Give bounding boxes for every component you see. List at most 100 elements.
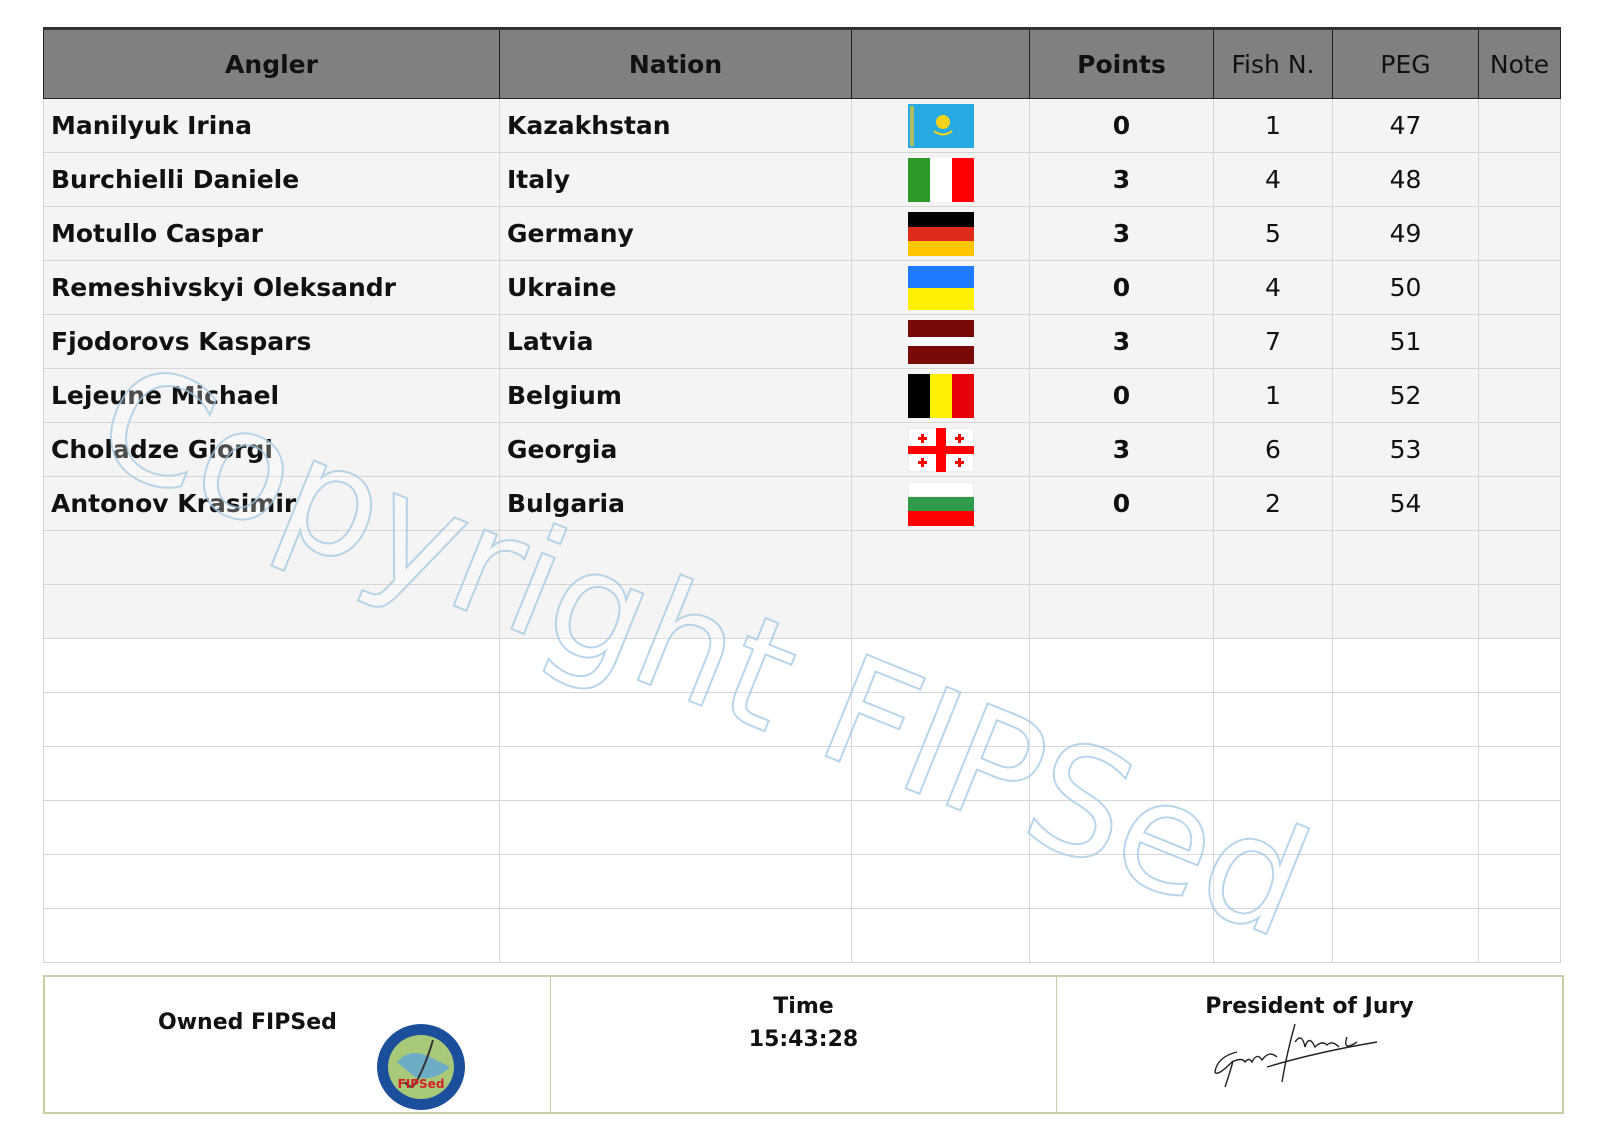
peg: 53	[1332, 422, 1479, 477]
empty-cell	[1029, 908, 1214, 963]
peg: 54	[1332, 476, 1479, 531]
angler-name: Remeshivskyi Oleksandr	[43, 260, 500, 315]
nation-name: Italy	[499, 152, 852, 207]
flag-be-icon	[907, 373, 974, 418]
table-row: Manilyuk Irina Kazakhstan 0 1 47	[43, 98, 1561, 153]
empty-cell	[1478, 584, 1561, 639]
fish-count: 5	[1213, 206, 1333, 261]
empty-cell	[1478, 746, 1561, 801]
empty-cell	[1029, 638, 1214, 693]
empty-cell	[1332, 530, 1479, 585]
points: 0	[1029, 368, 1214, 423]
footer-owner-cell: Owned FIPSed FIPSed	[45, 977, 551, 1112]
empty-cell	[1332, 692, 1479, 747]
fish-count: 4	[1213, 152, 1333, 207]
empty-cell	[1029, 530, 1214, 585]
flag-cell	[851, 476, 1030, 531]
empty-cell	[1029, 746, 1214, 801]
header-nation: Nation	[499, 27, 852, 99]
note	[1478, 314, 1561, 369]
empty-row	[43, 854, 1561, 909]
empty-cell	[851, 638, 1030, 693]
peg: 52	[1332, 368, 1479, 423]
points: 0	[1029, 260, 1214, 315]
flag-it-icon	[907, 157, 974, 202]
empty-cell	[43, 746, 500, 801]
empty-cell	[499, 692, 852, 747]
empty-cell	[1478, 530, 1561, 585]
points: 0	[1029, 476, 1214, 531]
empty-cell	[1029, 584, 1214, 639]
fish-count: 1	[1213, 368, 1333, 423]
empty-cell	[1332, 584, 1479, 639]
empty-cell	[1213, 800, 1333, 855]
table-row: Choladze Giorgi Georgia 3 6 53	[43, 422, 1561, 477]
president-label: President of Jury	[1205, 994, 1414, 1019]
results-table: Angler Nation Points Fish N. PEG Note Ma…	[43, 27, 1561, 963]
empty-cell	[851, 530, 1030, 585]
flag-kz-icon	[907, 103, 974, 148]
flag-bg-icon	[907, 481, 974, 526]
flag-cell	[851, 98, 1030, 153]
empty-cell	[499, 746, 852, 801]
note	[1478, 98, 1561, 153]
header-row: Angler Nation Points Fish N. PEG Note	[43, 27, 1561, 99]
empty-cell	[1332, 908, 1479, 963]
empty-cell	[1029, 854, 1214, 909]
empty-cell	[43, 800, 500, 855]
angler-name: Manilyuk Irina	[43, 98, 500, 153]
note	[1478, 152, 1561, 207]
points: 3	[1029, 152, 1214, 207]
empty-cell	[1478, 692, 1561, 747]
empty-row	[43, 584, 1561, 639]
footer-time-cell: Time 15:43:28	[551, 977, 1057, 1112]
peg: 51	[1332, 314, 1479, 369]
empty-row	[43, 638, 1561, 693]
table-row: Motullo Caspar Germany 3 5 49	[43, 206, 1561, 261]
angler-name: Motullo Caspar	[43, 206, 500, 261]
note	[1478, 260, 1561, 315]
empty-cell	[1478, 638, 1561, 693]
empty-cell	[43, 638, 500, 693]
table-row: Antonov Krasimir Bulgaria 0 2 54	[43, 476, 1561, 531]
empty-cell	[851, 800, 1030, 855]
empty-cell	[1213, 692, 1333, 747]
empty-row	[43, 530, 1561, 585]
header-peg: PEG	[1332, 27, 1479, 99]
empty-cell	[1332, 854, 1479, 909]
table-row: Burchielli Daniele Italy 3 4 48	[43, 152, 1561, 207]
flag-de-icon	[907, 211, 974, 256]
empty-cell	[499, 530, 852, 585]
nation-name: Kazakhstan	[499, 98, 852, 153]
empty-cell	[1332, 800, 1479, 855]
nation-name: Bulgaria	[499, 476, 852, 531]
empty-cell	[499, 638, 852, 693]
empty-cell	[1332, 746, 1479, 801]
points: 3	[1029, 422, 1214, 477]
footer-president-cell: President of Jury	[1057, 977, 1562, 1112]
points: 3	[1029, 206, 1214, 261]
nation-name: Ukraine	[499, 260, 852, 315]
empty-cell	[1213, 530, 1333, 585]
flag-cell	[851, 422, 1030, 477]
time-value: 15:43:28	[748, 1027, 859, 1052]
table-row: Remeshivskyi Oleksandr Ukraine 0 4 50	[43, 260, 1561, 315]
nation-name: Latvia	[499, 314, 852, 369]
empty-cell	[1478, 800, 1561, 855]
empty-cell	[851, 854, 1030, 909]
empty-cell	[43, 854, 500, 909]
note	[1478, 422, 1561, 477]
fish-count: 7	[1213, 314, 1333, 369]
nation-name: Germany	[499, 206, 852, 261]
flag-ge-icon	[907, 427, 974, 472]
flag-ua-icon	[907, 265, 974, 310]
note	[1478, 368, 1561, 423]
svg-text:FIPSed: FIPSed	[398, 1077, 445, 1091]
angler-name: Burchielli Daniele	[43, 152, 500, 207]
nation-name: Belgium	[499, 368, 852, 423]
footer: Owned FIPSed FIPSed Time 15:43:28 Presid…	[43, 975, 1564, 1114]
fipsed-logo: FIPSed	[377, 1024, 465, 1110]
empty-cell	[43, 908, 500, 963]
fish-count: 6	[1213, 422, 1333, 477]
empty-cell	[1213, 746, 1333, 801]
